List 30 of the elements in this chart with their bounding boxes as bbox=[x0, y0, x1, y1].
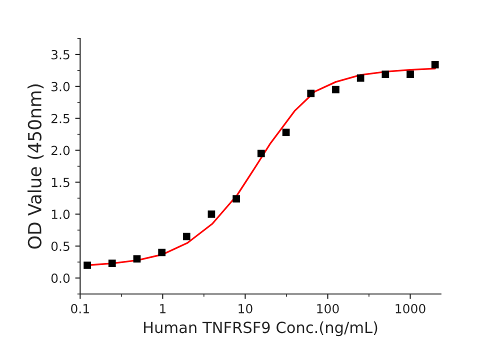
point bbox=[431, 61, 439, 68]
x-tick-label: 100 bbox=[317, 304, 339, 314]
point bbox=[406, 70, 414, 78]
point bbox=[158, 248, 166, 256]
point bbox=[282, 128, 290, 136]
y-axis-title: OD Value (450nm) bbox=[28, 84, 44, 249]
y-tick-label: 3.5 bbox=[52, 50, 70, 60]
y-tick-label: 1.0 bbox=[52, 210, 70, 220]
point bbox=[307, 90, 315, 98]
y-tick-label: 3.0 bbox=[52, 82, 70, 92]
point bbox=[133, 255, 141, 263]
x-tick-label: 10 bbox=[238, 304, 252, 314]
y-tick-label: 0.5 bbox=[51, 242, 70, 252]
point bbox=[84, 262, 91, 269]
point bbox=[232, 195, 240, 202]
x-tick-label: 1 bbox=[160, 304, 166, 314]
point bbox=[356, 74, 364, 82]
x-axis-title: Human TNFRSF9 Conc.(ng/mL) bbox=[144, 321, 378, 336]
point bbox=[332, 86, 340, 94]
y-tick-label: 1.5 bbox=[52, 178, 70, 188]
y-tick-label: 0.0 bbox=[51, 274, 70, 283]
point bbox=[182, 232, 190, 240]
point bbox=[257, 150, 265, 158]
y-tick-label: 2.5 bbox=[51, 114, 70, 124]
point bbox=[208, 210, 216, 218]
y-tick-label: 2.0 bbox=[51, 146, 70, 156]
point bbox=[108, 260, 116, 268]
x-tick-label: 1000 bbox=[396, 304, 426, 314]
point bbox=[382, 70, 390, 78]
x-tick-label: 0.1 bbox=[71, 304, 89, 314]
